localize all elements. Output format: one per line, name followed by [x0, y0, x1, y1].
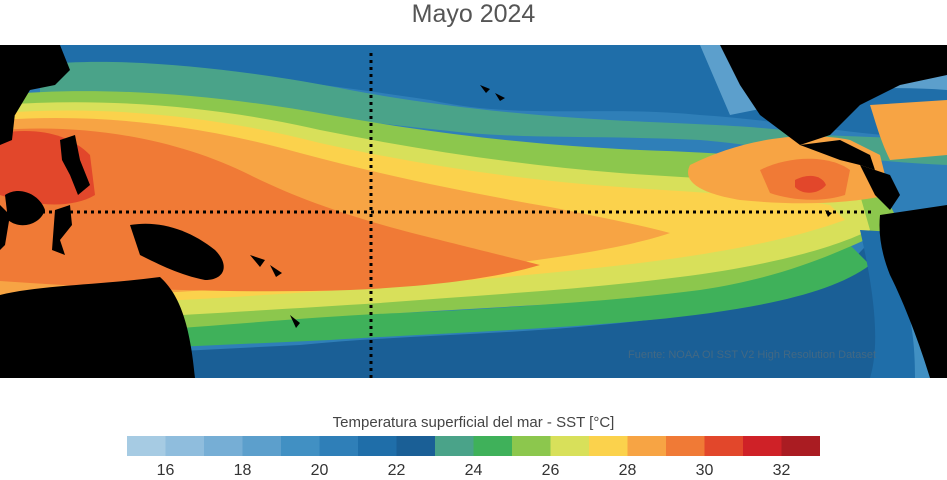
land-australia — [0, 277, 195, 378]
colorbar-tick-label: 26 — [541, 462, 560, 479]
land — [0, 45, 947, 378]
colorbar-swatch — [396, 436, 436, 456]
colorbar-tick-label: 24 — [464, 462, 483, 479]
colorbar-tick-label: 22 — [387, 462, 406, 479]
colorbar-swatch — [319, 436, 359, 456]
colorbar-swatch — [127, 436, 166, 456]
colorbar-title: Temperatura superficial del mar - SST [°… — [332, 414, 615, 431]
colorbar-swatch — [242, 436, 282, 456]
land-indochina — [0, 113, 15, 145]
land-south-america — [879, 205, 947, 378]
south-green-band — [0, 245, 870, 355]
colorbar-swatch — [281, 436, 320, 456]
colorbar-swatch — [627, 436, 667, 456]
colorbar-swatch — [589, 436, 628, 456]
colorbar-swatch — [512, 436, 551, 456]
colorbar-swatch — [550, 436, 590, 456]
sst-map — [0, 45, 947, 378]
colorbar-swatch — [358, 436, 397, 456]
colorbar-tick-label: 28 — [618, 462, 637, 479]
land-solomons — [250, 255, 282, 277]
colorbar-tick-label: 20 — [310, 462, 329, 479]
colorbar-swatch — [704, 436, 744, 456]
colorbar-tick-label: 32 — [772, 462, 791, 479]
colorbar — [127, 436, 820, 456]
colorbar-tick-label: 30 — [695, 462, 714, 479]
land-north-america — [720, 45, 947, 145]
colorbar-swatch — [435, 436, 474, 456]
land-new-guinea — [130, 223, 224, 280]
land-philippines — [60, 135, 90, 195]
colorbar-swatch — [743, 436, 782, 456]
colorbar-swatch — [473, 436, 513, 456]
land-sumatra — [0, 205, 10, 250]
colorbar-swatch — [781, 436, 820, 456]
land-asia — [0, 45, 70, 120]
land-hawaii — [480, 85, 505, 101]
colorbar-swatch — [165, 436, 205, 456]
south-cool-band — [0, 215, 947, 378]
caribbean — [870, 100, 947, 160]
land-borneo — [5, 190, 45, 226]
map-title: Mayo 2024 — [411, 0, 536, 28]
colorbar-swatch — [204, 436, 243, 456]
colorbar-swatch — [666, 436, 705, 456]
land-new-caledonia — [290, 315, 300, 328]
land-sulawesi — [52, 205, 72, 255]
data-source-note: Fuente: NOAA OI SST V2 High Resolution D… — [628, 349, 877, 361]
colorbar-tick-label: 18 — [233, 462, 252, 479]
colorbar-tick-label: 16 — [156, 462, 175, 479]
north-teal-band — [40, 61, 947, 165]
east-hot-spot — [795, 175, 826, 193]
land-mexico — [800, 140, 875, 170]
land-central-america — [860, 165, 900, 210]
band-dark-orange — [0, 128, 540, 292]
